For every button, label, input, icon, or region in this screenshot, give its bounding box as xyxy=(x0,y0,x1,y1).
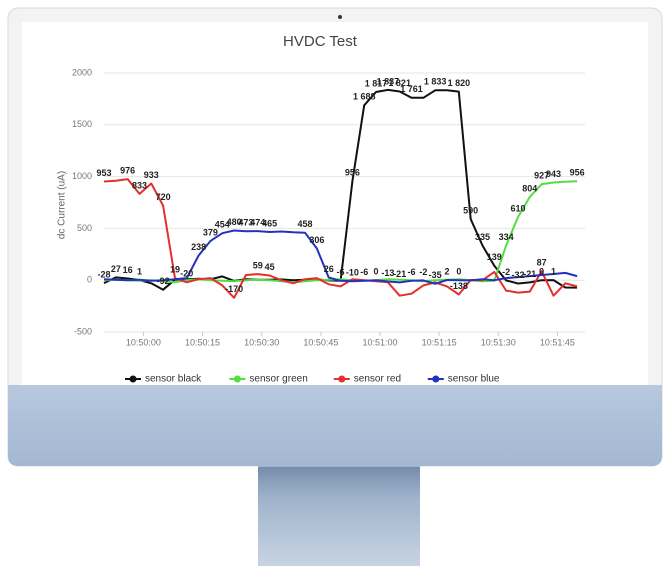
data-label: 335 xyxy=(475,232,490,242)
data-label: 2 xyxy=(445,266,450,276)
data-label: -10 xyxy=(346,268,359,278)
chart-title: HVDC Test xyxy=(283,33,358,50)
data-label: -92 xyxy=(157,276,170,286)
data-label: 1 761 xyxy=(400,84,423,94)
legend-item: sensor blue xyxy=(427,374,500,385)
legend-item: sensor green xyxy=(229,374,308,385)
legend-label: sensor blue xyxy=(448,374,500,385)
chart: HVDC Test dc Current (uA) -5000500100015… xyxy=(57,33,585,385)
data-label: 473 xyxy=(238,218,253,228)
data-label: 0 xyxy=(374,267,379,277)
data-label: 454 xyxy=(215,220,230,230)
y-axis-label: dc Current (uA) xyxy=(57,171,68,239)
data-label: -170 xyxy=(225,284,243,294)
monitor-stand xyxy=(258,462,420,566)
data-label: 474 xyxy=(250,217,265,227)
data-label: 927 xyxy=(534,171,549,181)
legend-marker xyxy=(129,375,137,383)
legend-marker xyxy=(432,375,440,383)
x-tick-label: 10:50:00 xyxy=(126,337,161,347)
data-label: 334 xyxy=(499,232,514,242)
data-label: -28 xyxy=(97,269,110,279)
x-tick-label: 10:51:45 xyxy=(540,337,575,347)
legend-marker xyxy=(233,375,241,383)
data-label: 833 xyxy=(132,180,147,190)
legend-label: sensor black xyxy=(145,374,202,385)
data-label: -21 xyxy=(523,269,536,279)
data-label: 0 xyxy=(539,267,544,277)
screen xyxy=(22,22,648,385)
y-tick-label: -500 xyxy=(74,326,92,336)
data-label: -20 xyxy=(180,269,193,279)
legend-label: sensor red xyxy=(354,374,401,385)
legend-label: sensor green xyxy=(249,374,307,385)
data-label: 16 xyxy=(123,265,133,275)
data-label: -35 xyxy=(429,270,442,280)
data-label: 26 xyxy=(324,264,334,274)
data-label: 1 837 xyxy=(377,76,400,86)
data-label: 87 xyxy=(537,258,547,268)
data-label: 1 833 xyxy=(424,77,447,87)
data-label: 379 xyxy=(203,227,218,237)
data-label: 0 xyxy=(456,267,461,277)
x-tick-label: 10:50:30 xyxy=(244,337,279,347)
data-label: -2 xyxy=(419,267,427,277)
x-tick-label: 10:51:00 xyxy=(362,337,397,347)
data-label: 1 820 xyxy=(448,78,471,88)
data-label: 956 xyxy=(570,168,585,178)
data-label: -6 xyxy=(360,267,368,277)
y-tick-label: 1500 xyxy=(72,119,92,129)
y-tick-label: 0 xyxy=(87,275,92,285)
data-label: -21 xyxy=(393,269,406,279)
x-tick-label: 10:51:15 xyxy=(422,337,457,347)
data-label: 933 xyxy=(144,170,159,180)
x-tick-label: 10:50:15 xyxy=(185,337,220,347)
camera xyxy=(338,15,342,19)
data-label: -6 xyxy=(337,267,345,277)
y-tick-label: 1000 xyxy=(72,171,92,181)
legend-item: sensor black xyxy=(125,374,202,385)
data-label: -138 xyxy=(450,281,468,291)
data-label: -13 xyxy=(381,268,394,278)
data-label: 45 xyxy=(265,262,275,272)
data-label: 943 xyxy=(546,169,561,179)
y-tick-label: 500 xyxy=(77,223,92,233)
data-label: 953 xyxy=(96,168,111,178)
data-label: 956 xyxy=(345,168,360,178)
data-label: 610 xyxy=(510,203,525,213)
data-label: 27 xyxy=(111,264,121,274)
data-label: 465 xyxy=(262,218,277,228)
data-label: 458 xyxy=(298,219,313,229)
series-line xyxy=(103,178,578,299)
data-label: -2 xyxy=(502,267,510,277)
legend-item: sensor red xyxy=(333,374,401,385)
data-label: 238 xyxy=(191,242,206,252)
x-tick-label: 10:51:30 xyxy=(481,337,516,347)
data-label: 1 817 xyxy=(365,78,388,88)
data-label: 306 xyxy=(309,235,324,245)
data-label: 19 xyxy=(170,265,180,275)
y-tick-label: 2000 xyxy=(72,67,92,77)
data-label: 1 821 xyxy=(388,78,411,88)
x-tick-label: 10:50:45 xyxy=(303,337,338,347)
data-label: -32 xyxy=(511,270,524,280)
data-label: 976 xyxy=(120,165,135,175)
data-label: 480 xyxy=(227,217,242,227)
monitor-chin xyxy=(8,385,662,466)
data-label: 1 xyxy=(551,266,556,276)
series-line xyxy=(103,229,578,285)
data-label: 590 xyxy=(463,205,478,215)
data-label: 1 688 xyxy=(353,92,376,102)
data-label: 720 xyxy=(156,192,171,202)
data-label: 1 xyxy=(137,266,142,276)
data-label: 139 xyxy=(487,252,502,262)
legend-marker xyxy=(338,375,346,383)
data-label: -6 xyxy=(408,267,416,277)
data-label: 59 xyxy=(253,260,263,270)
data-label: 804 xyxy=(522,183,537,193)
